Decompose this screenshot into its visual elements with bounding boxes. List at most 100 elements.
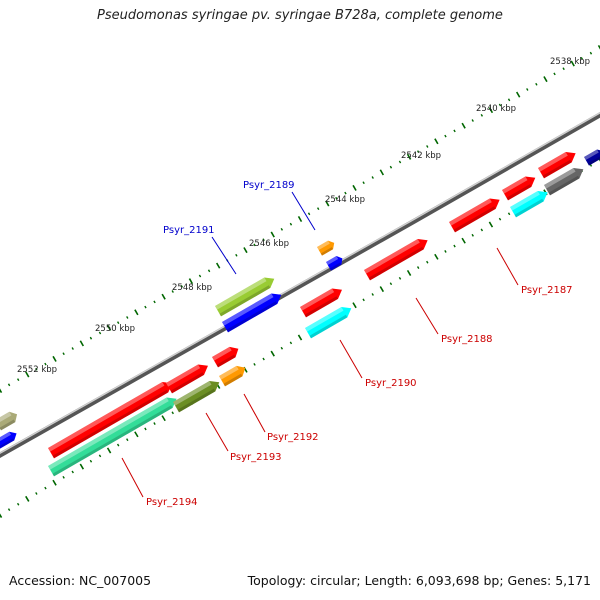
- scale-tick: [198, 274, 202, 278]
- scale-tick: [597, 44, 600, 50]
- scale-tick: [362, 298, 365, 302]
- gene-psyr-2193: [173, 381, 220, 413]
- gene-upper-red-1: [502, 176, 536, 201]
- scale-tick: [488, 107, 494, 114]
- scale-tick: [7, 508, 11, 512]
- gene-label: Psyr_2191: [163, 225, 215, 236]
- scale-label: 2544 kbp: [325, 195, 365, 205]
- scale-tick: [535, 82, 538, 86]
- scale-tick: [44, 362, 47, 366]
- scale-tick: [44, 486, 47, 490]
- gene-label: Psyr_2192: [267, 432, 319, 443]
- scale-tick: [362, 181, 365, 185]
- scale-tick: [106, 447, 112, 454]
- scale-tick: [243, 247, 248, 254]
- scale-tick: [434, 138, 439, 145]
- scale-tick: [35, 367, 38, 371]
- scale-tick: [325, 200, 330, 207]
- gene-leader-line: [291, 191, 316, 231]
- gene-label: Psyr_2189: [243, 180, 295, 191]
- scale-tick: [389, 282, 393, 286]
- scale-tick: [289, 222, 293, 226]
- scale-tick: [297, 334, 303, 341]
- gene-psyr-2187: [449, 198, 500, 233]
- scale-tick: [580, 56, 584, 60]
- gene-label: Psyr_2187: [521, 285, 573, 296]
- scale-labels: 2538 kbp 2540 kbp 2542 kbp 2544 kbp 2546 kbp…: [17, 57, 590, 375]
- gene-psyr-2189: [326, 256, 343, 271]
- scale-tick: [235, 253, 238, 257]
- scale-tick: [516, 91, 521, 98]
- scale-tick: [270, 231, 275, 238]
- gene-lower-gray: [544, 168, 584, 196]
- scale-tick: [161, 415, 166, 422]
- scale-tick: [480, 228, 484, 232]
- scale-tick: [406, 269, 412, 276]
- scale-tick: [498, 217, 502, 221]
- gene-leader-line: [496, 247, 519, 286]
- scale-tick: [488, 221, 494, 228]
- scale-tick: [0, 388, 3, 394]
- scale-tick: [371, 293, 374, 296]
- scale-tick: [98, 454, 102, 458]
- scale-tick: [371, 176, 374, 179]
- gene-leader-line: [415, 297, 439, 335]
- gene-leader-line: [339, 339, 363, 379]
- scale-tick: [144, 305, 147, 309]
- gene-label: Psyr_2188: [441, 334, 493, 345]
- scale-tick: [570, 60, 575, 67]
- scale-tick: [253, 363, 256, 366]
- scale-tick: [416, 150, 420, 154]
- gene-psyr-2190b: [300, 288, 342, 318]
- scale-tick: [71, 470, 74, 474]
- scale-tick: [434, 253, 439, 260]
- scale-tick: [134, 309, 139, 316]
- scale-tick: [62, 475, 65, 479]
- gene-leader-line: [211, 236, 237, 275]
- scale-tick: [116, 321, 120, 325]
- gene-psyr-2192b: [212, 346, 239, 368]
- genome-backbone: [0, 111, 600, 459]
- gene-psyr-2194: [48, 382, 173, 459]
- scale-tick: [553, 72, 556, 76]
- gene-psyr-2194-green: [48, 397, 177, 477]
- scale-label: 2552 kbp: [17, 365, 57, 375]
- gene-leader-line: [205, 412, 229, 452]
- scale-tick: [444, 250, 447, 253]
- scale-tick: [280, 227, 284, 231]
- scale-tick: [453, 244, 456, 248]
- scale-tick: [307, 212, 311, 216]
- scale-tick: [207, 269, 211, 273]
- scale-tick: [507, 98, 511, 102]
- gene-psyr-2188: [364, 239, 428, 281]
- gene-psyr-2189-orange: [317, 240, 335, 256]
- scale-label: 2550 kbp: [95, 324, 135, 334]
- scale-tick: [98, 331, 102, 335]
- scale-tick: [16, 502, 20, 506]
- scale-tick: [180, 284, 184, 288]
- scale-tick: [171, 411, 174, 415]
- gene-upper-navy: [584, 149, 600, 166]
- scale-tick: [62, 352, 65, 356]
- scale-tick: [526, 88, 529, 91]
- scale-ring: [0, 44, 600, 394]
- scale-tick: [453, 129, 456, 133]
- scale-tick: [52, 479, 57, 486]
- gene-psyr-2191-green: [215, 277, 275, 317]
- scale-tick: [216, 262, 221, 269]
- scale-tick: [316, 207, 320, 211]
- scale-tick: [426, 260, 429, 264]
- scale-tick: [89, 336, 93, 340]
- scale-label: 2540 kbp: [476, 104, 516, 114]
- scale-tick: [480, 113, 484, 117]
- gene-left-khaki: [0, 411, 18, 431]
- scale-tick: [297, 215, 303, 223]
- scale-tick: [126, 438, 129, 442]
- scale-tick: [153, 422, 156, 425]
- gene-psyr-2192: [219, 365, 246, 387]
- scale-tick: [270, 350, 275, 357]
- scale-tick: [426, 145, 429, 148]
- scale-tick: [461, 122, 466, 129]
- scale-tick: [398, 276, 402, 280]
